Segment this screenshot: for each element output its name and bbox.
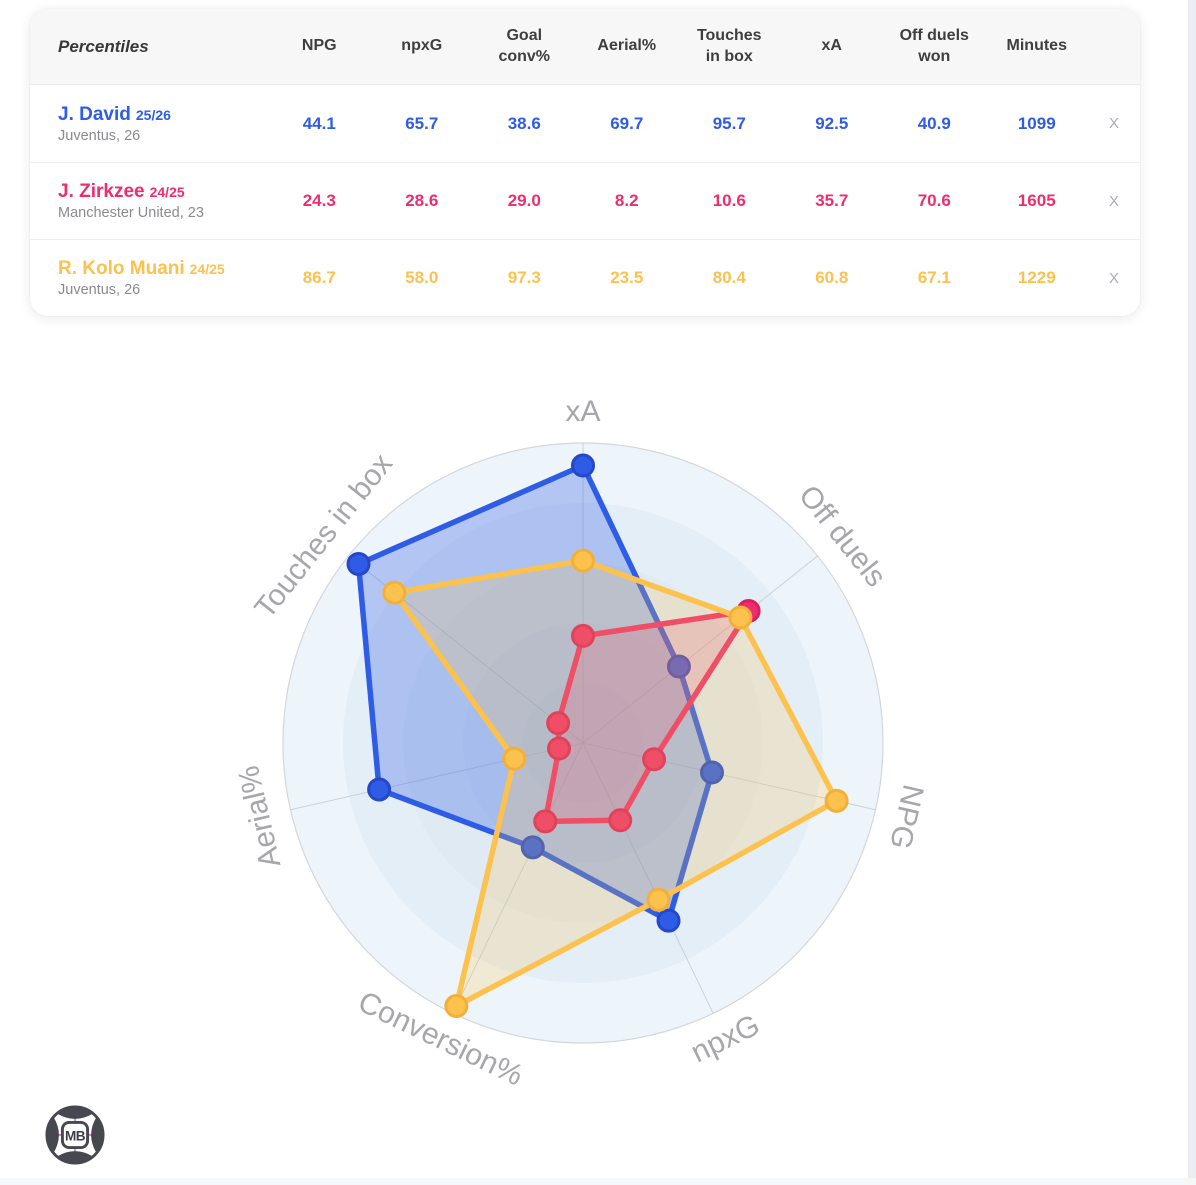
radar-point — [824, 788, 849, 813]
radar-point — [666, 654, 691, 679]
radar-point — [367, 777, 392, 802]
value-xa: 92.5 — [815, 113, 849, 133]
value-off-duels-won: 70.6 — [917, 191, 951, 210]
value-touches-in-box: 95.7 — [712, 113, 746, 133]
logo-text: MB — [65, 1128, 86, 1143]
radar-chart: xA Off duels NPG npxG Conversion% Aerial% Touc… — [232, 378, 933, 1118]
header-percentiles: Percentiles — [58, 36, 149, 56]
radar-point — [547, 736, 572, 761]
radar-point — [346, 551, 371, 576]
radar-series-j-david-25-26 — [355, 462, 715, 924]
table-row: R. Kolo Muani 24/25 Juventus, 26 86.7 58.… — [30, 239, 1140, 316]
header-npg: NPG — [301, 37, 337, 55]
scrollbar-track[interactable] — [1188, 0, 1196, 1185]
value-goal-conv: 97.3 — [507, 268, 541, 287]
percentiles-table: Percentiles NPG npxG Goal conv% Aerial% … — [30, 9, 1140, 316]
value-npg: 86.7 — [302, 268, 336, 287]
radar-point — [382, 580, 407, 605]
value-xa: 60.8 — [815, 268, 849, 287]
radar-point — [728, 605, 753, 630]
radar-point — [533, 809, 558, 834]
radar-axis-label: NPG — [883, 781, 930, 852]
logo-badge — [60, 1120, 90, 1150]
value-goal-conv: 29.0 — [507, 191, 541, 210]
value-aerial: 8.2 — [614, 191, 639, 210]
radar-axis-label: Aerial% — [233, 763, 287, 871]
logo-ball-patches — [46, 1106, 104, 1164]
value-minutes: 1099 — [1017, 113, 1056, 133]
value-aerial: 23.5 — [610, 268, 644, 287]
player-subtitle: Juventus, 26 — [58, 127, 141, 144]
radar-point — [571, 623, 595, 648]
player-cell[interactable]: J. David 25/26 Juventus, 26 — [30, 104, 268, 144]
value-npg: 24.3 — [302, 191, 336, 210]
value-off-duels-won: 67.1 — [917, 268, 951, 287]
player-cell[interactable]: J. Zirkzee 24/25 Manchester United, 23 — [30, 181, 268, 221]
table-header-row: Percentiles NPG npxG Goal conv% Aerial% … — [30, 9, 1140, 85]
value-npg: 44.1 — [302, 113, 336, 133]
radar-point — [699, 760, 724, 785]
value-npxg: 58.0 — [405, 268, 439, 287]
radar-point — [656, 908, 681, 933]
value-npxg: 28.6 — [405, 191, 439, 210]
radar-axis-label: xA — [565, 395, 600, 428]
radar-point — [642, 747, 667, 772]
player-season: 24/25 — [189, 261, 225, 277]
radar-point — [646, 887, 671, 912]
mb-logo: MB — [45, 1105, 105, 1165]
value-off-duels-won: 40.9 — [917, 113, 951, 133]
radar-spoke — [582, 742, 714, 1014]
player-subtitle: Manchester United, 23 — [58, 205, 204, 221]
value-npxg: 65.7 — [405, 113, 439, 133]
header-xa: xA — [821, 37, 842, 55]
radar-point — [444, 993, 469, 1018]
value-minutes: 1229 — [1017, 268, 1056, 287]
table-row: J. David 25/26 Juventus, 26 44.1 65.7 38.… — [30, 85, 1140, 162]
value-aerial: 69.7 — [610, 113, 644, 133]
remove-player-button[interactable]: X — [1108, 192, 1119, 210]
radar-point — [608, 808, 633, 833]
radar-spoke — [452, 742, 584, 1014]
header-touches-in-box: Touches in box — [696, 26, 762, 65]
player-name[interactable]: J. Zirkzee — [58, 181, 145, 202]
radar-point — [502, 746, 527, 771]
bottom-edge — [0, 1178, 1196, 1185]
header-off-duels-won: Off duels won — [899, 26, 969, 65]
radar-point — [571, 453, 595, 478]
header-aerial: Aerial% — [597, 37, 657, 55]
value-touches-in-box: 10.6 — [712, 191, 746, 210]
radar-spoke — [290, 742, 584, 811]
player-name[interactable]: R. Kolo Muani — [58, 258, 185, 279]
player-cell[interactable]: R. Kolo Muani 24/25 Juventus, 26 — [30, 258, 268, 298]
radar-point — [546, 711, 571, 736]
header-npxg: npxG — [401, 37, 443, 55]
value-goal-conv: 38.6 — [507, 113, 541, 133]
remove-player-button[interactable]: X — [1108, 115, 1119, 132]
radar-spoke — [582, 555, 818, 744]
radar-point — [520, 835, 545, 860]
value-minutes: 1605 — [1017, 191, 1056, 210]
player-subtitle: Juventus, 26 — [58, 282, 141, 298]
player-name[interactable]: J. David — [58, 103, 131, 125]
header-goal-conv: Goal conv% — [498, 26, 551, 65]
table-row: J. Zirkzee 24/25 Manchester United, 23 24… — [30, 162, 1140, 239]
player-season: 24/25 — [149, 184, 185, 200]
header-minutes: Minutes — [1006, 37, 1067, 55]
radar-point — [571, 548, 595, 573]
radar-series-r-kolo-muani-24-25 — [391, 557, 840, 1009]
player-season: 25/26 — [135, 106, 171, 123]
value-xa: 35.7 — [815, 191, 849, 210]
value-touches-in-box: 80.4 — [712, 268, 746, 287]
remove-player-button[interactable]: X — [1108, 269, 1119, 287]
